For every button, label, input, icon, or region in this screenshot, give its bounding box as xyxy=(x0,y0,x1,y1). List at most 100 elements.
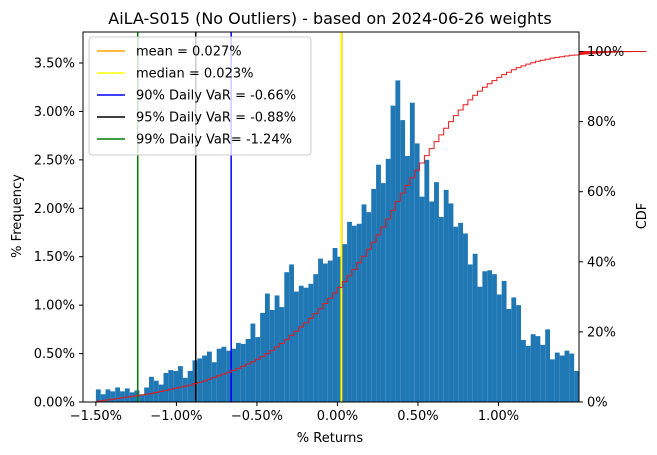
histogram-bar xyxy=(521,340,526,402)
histogram-bar xyxy=(550,359,555,402)
y2-tick-label: 80% xyxy=(587,115,616,130)
y-tick-label: 2.00% xyxy=(34,202,75,217)
x-tick-label: 1.00% xyxy=(478,409,519,424)
histogram-bar xyxy=(124,388,130,402)
histogram-bars xyxy=(95,80,579,403)
histogram-bar xyxy=(448,203,454,402)
histogram-bar xyxy=(274,295,280,402)
histogram-bar xyxy=(390,105,396,403)
histogram-bar xyxy=(511,297,517,402)
histogram-bar xyxy=(182,377,188,402)
histogram-bar xyxy=(482,271,488,402)
histogram-bar xyxy=(496,294,502,402)
x-tick-label: 0.00% xyxy=(317,409,358,424)
histogram-bar xyxy=(173,371,179,402)
y-axis-label: % Frequency xyxy=(10,174,25,258)
histogram-bar xyxy=(409,102,415,402)
x-tick-label: −0.50% xyxy=(231,409,283,424)
legend-label: mean = 0.027% xyxy=(136,45,242,60)
histogram-bar xyxy=(264,293,270,402)
y2-axis-label: CDF xyxy=(635,203,650,230)
histogram-bar xyxy=(569,353,575,402)
histogram-bar xyxy=(187,371,193,402)
histogram-bar xyxy=(540,344,546,402)
histogram-bar xyxy=(197,358,203,402)
histogram-bar xyxy=(255,337,261,402)
histogram-bar xyxy=(545,329,551,402)
histogram-bar xyxy=(202,355,207,402)
legend-box xyxy=(88,36,312,156)
histogram-bar xyxy=(115,387,121,402)
histogram-bar xyxy=(207,351,212,402)
histogram-bar xyxy=(366,212,372,402)
histogram-bar xyxy=(487,270,493,402)
x-axis: −1.50% −1.00% −0.50% 0.00% 0.50% 1.00% xyxy=(70,402,519,424)
histogram-bar xyxy=(535,336,541,402)
histogram-bar xyxy=(385,158,391,402)
histogram-bar xyxy=(322,263,328,402)
y-axis-right: 0% 20% 40% 60% 80% 100% xyxy=(579,45,624,411)
histogram-bar xyxy=(347,221,352,402)
y2-tick-label: 40% xyxy=(587,255,616,270)
cdf-line xyxy=(95,51,647,402)
y2-tick-label: 60% xyxy=(587,185,616,200)
histogram-bar xyxy=(361,204,367,402)
histogram-bar xyxy=(380,183,386,402)
histogram-bar xyxy=(405,155,410,402)
histogram-bar xyxy=(163,372,169,402)
histogram-bar xyxy=(129,392,135,402)
histogram-bar xyxy=(376,164,381,402)
histogram-bar xyxy=(226,350,232,402)
histogram-bar xyxy=(240,343,246,402)
legend-label: 95% Daily VaR = -0.88% xyxy=(136,111,296,126)
histogram-bar xyxy=(453,226,459,402)
histogram-bar xyxy=(516,305,522,402)
y2-tick-label: 100% xyxy=(587,45,624,60)
histogram-bar xyxy=(477,286,483,402)
histogram-bar xyxy=(501,280,507,402)
chart-title: AiLA-S015 (No Outliers) - based on 2024-… xyxy=(108,9,552,28)
histogram-bar xyxy=(110,391,116,402)
plot-frame xyxy=(82,31,580,403)
histogram-bar xyxy=(530,334,536,402)
histogram-bar xyxy=(414,143,420,402)
histogram-bar xyxy=(574,371,579,402)
histogram-bar xyxy=(120,391,125,402)
legend-label: median = 0.023% xyxy=(136,67,253,82)
histogram-bar xyxy=(192,360,198,402)
histogram-bar xyxy=(95,389,101,402)
histogram-bar xyxy=(458,222,464,402)
y-tick-label: 0.00% xyxy=(34,396,75,411)
y-tick-label: 1.50% xyxy=(34,250,75,265)
histogram-bar xyxy=(235,342,241,402)
histogram-bar xyxy=(554,352,560,402)
histogram-bar xyxy=(351,225,357,402)
y2-tick-label: 20% xyxy=(587,325,616,340)
histogram-bar xyxy=(303,287,309,402)
histogram-bar xyxy=(371,188,377,402)
histogram-bar xyxy=(279,307,285,402)
x-tick-label: −1.00% xyxy=(150,409,202,424)
histogram-bar xyxy=(298,285,304,402)
legend-label: 99% Daily VaR= -1.24% xyxy=(136,133,292,148)
y-axis-left: 0.00% 0.50% 1.00% 1.50% 2.00% 2.50% 3.00% 3.50% xyxy=(34,56,83,411)
histogram-bar xyxy=(149,376,154,402)
x-tick-label: −1.50% xyxy=(70,409,122,424)
histogram-bar xyxy=(395,80,401,402)
histogram-bar xyxy=(211,362,217,402)
histogram-bar xyxy=(559,355,565,402)
x-axis-label: % Returns xyxy=(297,431,364,446)
histogram-bar xyxy=(337,256,343,402)
histogram-bar xyxy=(250,323,256,402)
histogram-bar xyxy=(269,309,275,402)
histogram-bar xyxy=(472,253,478,402)
histogram-bar xyxy=(424,159,430,402)
histogram-bar xyxy=(356,223,362,402)
histogram-bar xyxy=(429,201,435,402)
histogram-bar xyxy=(400,120,406,402)
histogram-bar xyxy=(178,366,183,402)
y-tick-label: 3.50% xyxy=(34,56,75,71)
legend: mean = 0.027% median = 0.023% 90% Daily Va… xyxy=(88,36,312,156)
